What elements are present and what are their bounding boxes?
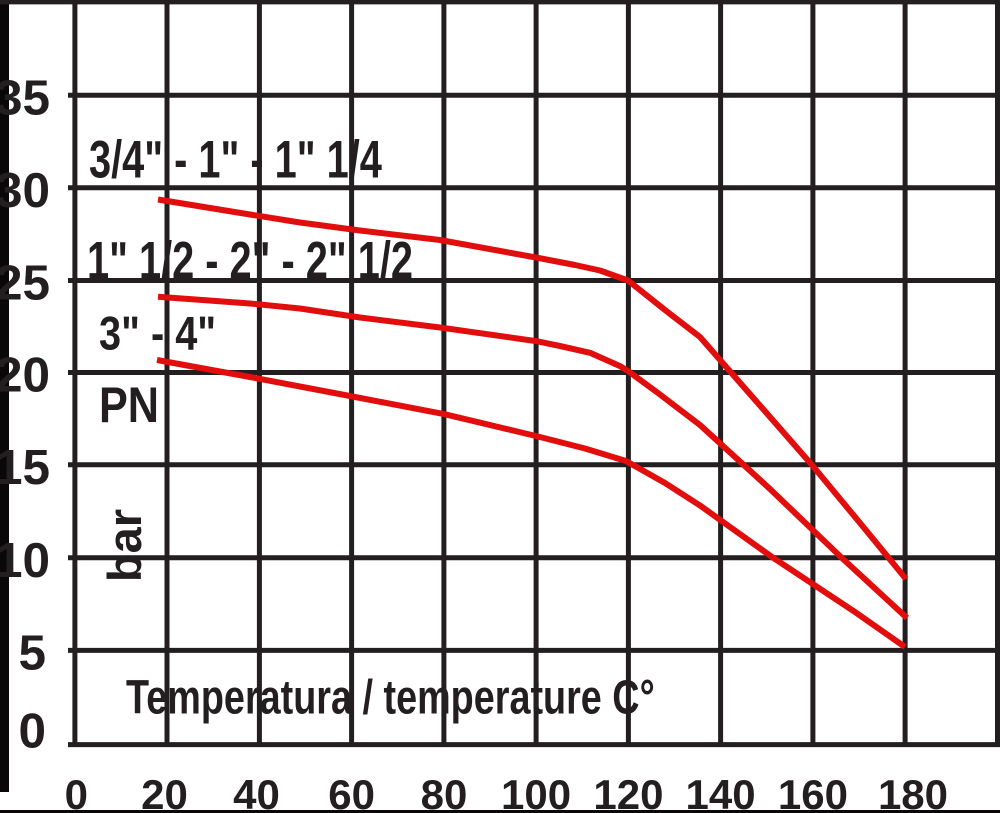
svg-text:0: 0	[65, 771, 88, 813]
svg-text:Temperatura / temperature C°: Temperatura / temperature C°	[126, 671, 655, 724]
svg-text:3" - 4": 3" - 4"	[99, 308, 216, 360]
svg-text:40: 40	[233, 771, 280, 813]
svg-text:160: 160	[778, 771, 848, 813]
svg-text:5: 5	[18, 625, 46, 680]
svg-text:60: 60	[328, 771, 375, 813]
svg-text:1" 1/2 - 2" - 2" 1/2: 1" 1/2 - 2" - 2" 1/2	[87, 231, 413, 290]
svg-text:10: 10	[0, 533, 50, 588]
svg-text:100: 100	[501, 771, 571, 813]
svg-text:bar: bar	[98, 509, 151, 582]
svg-text:120: 120	[593, 771, 663, 813]
svg-text:140: 140	[686, 771, 756, 813]
svg-text:20: 20	[0, 348, 50, 403]
svg-text:80: 80	[421, 771, 468, 813]
svg-text:15: 15	[0, 440, 50, 495]
svg-text:30: 30	[0, 163, 50, 218]
svg-text:35: 35	[0, 70, 50, 125]
svg-text:PN: PN	[99, 377, 159, 433]
svg-text:25: 25	[0, 256, 50, 311]
svg-text:20: 20	[141, 771, 188, 813]
svg-text:3/4" - 1" - 1" 1/4: 3/4" - 1" - 1" 1/4	[89, 130, 382, 189]
svg-text:180: 180	[878, 771, 948, 813]
svg-text:0: 0	[18, 704, 46, 759]
